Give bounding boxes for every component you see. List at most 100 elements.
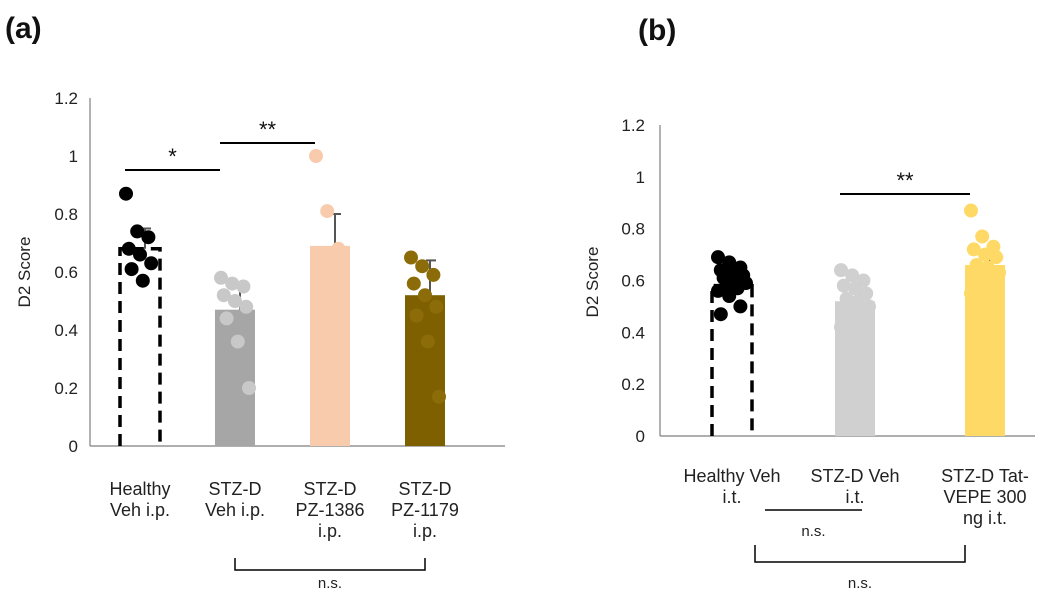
panel-a-data-point [133,247,147,262]
panel-a-data-point [141,230,156,245]
panel-a-data-point [230,334,245,349]
panel-a-category-label: STZ-D PZ-1179 i.p. [391,479,459,541]
panel-b-data-point [966,242,981,257]
panel-b-data-point [980,260,995,275]
panel-b-label: (b) [638,14,676,47]
panel-b-category-label: STZ-D Tat-VEPE 300 ng i.t. [941,466,1029,528]
panel-a-bar [215,309,255,446]
panel-b-category-label-line: i.t. [722,487,741,507]
panel-a-data-point [236,279,251,294]
panel-b-data-point [834,320,848,335]
panel-a-data-point [130,224,145,239]
panel-b-y-tick-label: 0.2 [621,375,645,394]
panel-a-category-label-line: Veh i.p. [110,500,170,520]
panel-a-category-label-line: PZ-1386 [295,500,364,520]
panel-a-ns-bracket [234,558,426,571]
panel-b-data-point [856,330,871,345]
panel-b-data-point [733,299,748,314]
panel-a-y-tick-label: 1.2 [54,89,78,108]
panel-b-data-point [969,257,984,272]
panel-a-label: (a) [5,12,42,45]
panel-a-data-point [323,259,337,274]
panel-b-data-point [845,268,860,283]
panel-a-data-point [418,288,432,303]
panel-b-y-tick-label: 0.6 [621,272,645,291]
panel-b-data-point [711,250,725,265]
panel-a-category-label-line: Healthy [109,479,170,499]
panel-b-y-tick-label: 1 [636,168,645,187]
panel-a-data-point [406,276,421,291]
panel-b-data-point [711,283,725,298]
panel-b-significance-label: ** [896,168,914,193]
panel-a-data-point [311,247,326,262]
panel-a-data-point [135,273,150,288]
panel-a-y-tick-label: 0.6 [54,263,78,282]
panel-b-ns-label: n.s. [848,575,872,592]
panel-b-category-label-line: i.t. [845,487,864,507]
panel-a-data-point [225,276,240,291]
panel-b-y-tick-label: 0.4 [621,323,645,342]
panel-b-data-point [964,286,978,301]
panel-a-data-point [216,288,231,303]
panel-a-data-point [124,262,139,277]
panel-b-y-tick-label: 1.2 [621,116,645,135]
panel-a-category-label-line: STZ-D [304,479,357,499]
panel-b-data-point [850,294,865,309]
panel-b-category-label-line: ng i.t. [963,508,1007,528]
panel-b-data-point [836,278,851,293]
panel-a-category-label-line: i.p. [318,521,342,541]
panel-a-data-point [432,389,446,404]
panel-a-category-label: STZ-D Veh i.p. [205,479,265,520]
panel-a-category-label-line: Veh i.p. [205,500,265,520]
panel-b-data-point [975,229,990,244]
panel-b-data-point [862,299,876,314]
panel-a-data-point [334,267,349,282]
panel-b-data-point [966,320,981,335]
panel-a-data-point [409,308,424,323]
panel-b-data-point [964,203,978,218]
panel-a-data-point [415,259,430,274]
panel-b-data-point [845,325,860,340]
panel-b-ns-label: n.s. [801,523,825,540]
panel-a-data-point [228,294,242,308]
panel-b-data-point [989,250,1004,265]
panel-b-category-label-line: Healthy Veh [683,466,780,486]
panel-b-data-point [839,291,854,306]
panel-a-data-point [314,270,329,285]
panel-a-category-label: Healthy Veh i.p. [109,479,170,520]
panel-a-y-tick-label: 0 [69,437,78,456]
panel-b-data-point [975,294,990,309]
panel-b-y-tick-label: 0.8 [621,220,645,239]
panel-a-y-tick-label: 0.4 [54,321,78,340]
panel-a-data-point [420,334,435,349]
panel-b-y-tick-label: 0 [636,427,645,446]
panel-a-data-point [144,256,159,271]
panel-b-data-point [983,281,998,296]
panel-a-data-point [404,250,418,265]
panel-b-data-point [992,265,1006,280]
panel-b-category-label: STZ-D Veh i.t. [810,466,899,507]
panel-b-y-axis-label: D2 Score [583,247,602,318]
panel-a-data-point [219,311,234,326]
panel-a-ns-label: n.s. [318,575,342,592]
panel-b-data-point [842,304,857,319]
panel-a-category-label-line: STZ-D [209,479,262,499]
panel-a-y-tick-label: 0.2 [54,379,78,398]
panel-b-data-point [722,289,737,304]
panel-a-category-label: STZ-D PZ-1386 i.p. [295,479,364,541]
panel-a-data-point [239,299,254,314]
panel-b-category-label-line: STZ-D Veh [810,466,899,486]
panel-b-category-label: Healthy Veh i.t. [683,466,780,507]
panel-a-data-point [214,270,228,285]
panel-a-y-axis-label: D2 Score [15,237,34,308]
panel-a-significance-label: * [168,144,177,169]
panel-b-data-point [986,312,1001,327]
panel-a-category-label-line: STZ-D [399,479,452,499]
panel-a-y-tick-label: 1 [69,147,78,166]
panel-a-data-point [429,299,444,314]
panel-b-data-point [978,247,992,262]
panel-b-data-point [713,307,728,322]
panel-a-data-point [242,381,256,395]
panel-b-data-point [853,312,868,327]
panel-b-data-point [972,273,987,288]
